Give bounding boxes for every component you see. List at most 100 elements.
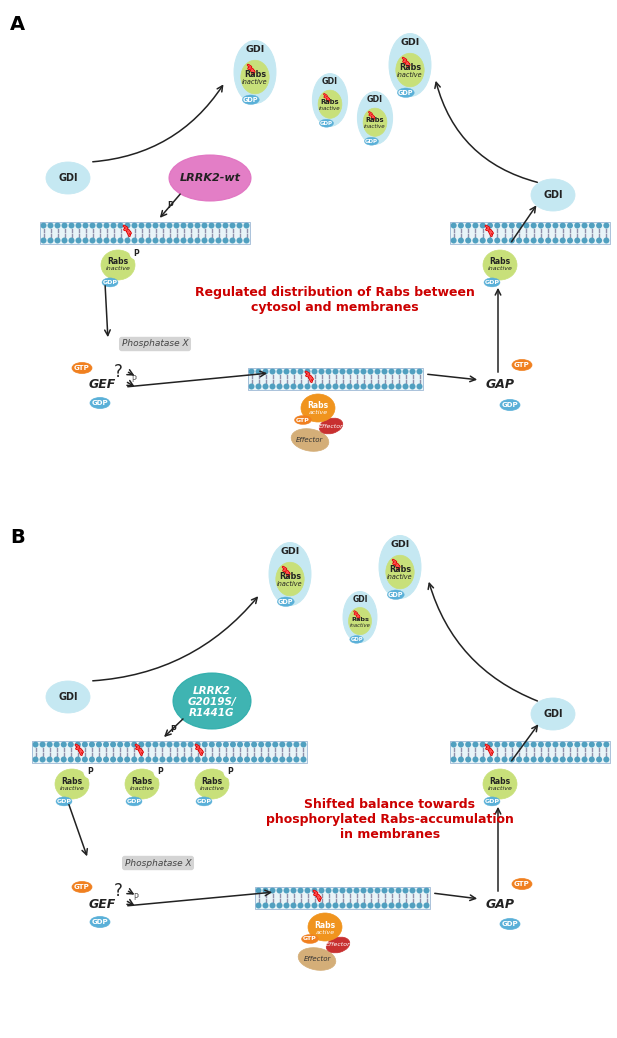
Text: inactive: inactive bbox=[364, 125, 386, 129]
Circle shape bbox=[276, 368, 283, 375]
Circle shape bbox=[473, 741, 478, 747]
Circle shape bbox=[516, 238, 522, 244]
Circle shape bbox=[509, 222, 515, 228]
Text: G2019S/: G2019S/ bbox=[188, 696, 236, 707]
Ellipse shape bbox=[312, 74, 347, 127]
Circle shape bbox=[560, 238, 566, 244]
Circle shape bbox=[589, 222, 595, 228]
Circle shape bbox=[159, 757, 165, 763]
Circle shape bbox=[552, 757, 558, 763]
Circle shape bbox=[202, 222, 207, 228]
Circle shape bbox=[75, 757, 81, 763]
Circle shape bbox=[255, 383, 262, 389]
Circle shape bbox=[318, 902, 325, 908]
Circle shape bbox=[146, 238, 152, 244]
Circle shape bbox=[262, 368, 268, 375]
Ellipse shape bbox=[269, 543, 311, 605]
Ellipse shape bbox=[379, 536, 421, 599]
Circle shape bbox=[312, 887, 318, 894]
Ellipse shape bbox=[173, 673, 251, 729]
Circle shape bbox=[270, 383, 276, 389]
Text: Effector: Effector bbox=[304, 956, 331, 962]
Text: GDP: GDP bbox=[320, 120, 333, 126]
Circle shape bbox=[552, 741, 558, 747]
Text: GDI: GDI bbox=[543, 709, 563, 719]
Text: Rabs: Rabs bbox=[389, 566, 411, 574]
Circle shape bbox=[596, 741, 602, 747]
Circle shape bbox=[603, 238, 610, 244]
Text: GEF: GEF bbox=[88, 379, 115, 391]
Circle shape bbox=[347, 887, 352, 894]
Circle shape bbox=[110, 741, 116, 747]
Ellipse shape bbox=[512, 359, 532, 371]
Text: GDP: GDP bbox=[126, 799, 141, 803]
Circle shape bbox=[603, 741, 610, 747]
Bar bbox=[450, 741, 610, 763]
Circle shape bbox=[410, 887, 415, 894]
Text: inactive: inactive bbox=[397, 73, 423, 78]
Circle shape bbox=[39, 741, 46, 747]
Circle shape bbox=[280, 757, 285, 763]
Circle shape bbox=[188, 238, 194, 244]
Ellipse shape bbox=[387, 590, 404, 600]
Circle shape bbox=[494, 741, 500, 747]
Text: Rabs: Rabs bbox=[307, 402, 329, 410]
Circle shape bbox=[89, 238, 96, 244]
Circle shape bbox=[41, 238, 46, 244]
Text: Shifted balance towards
phosphorylated Rabs-accumulation
in membranes: Shifted balance towards phosphorylated R… bbox=[266, 797, 514, 841]
Circle shape bbox=[138, 757, 144, 763]
Ellipse shape bbox=[357, 91, 392, 144]
Circle shape bbox=[574, 238, 580, 244]
Circle shape bbox=[216, 741, 222, 747]
Circle shape bbox=[54, 741, 60, 747]
Circle shape bbox=[531, 757, 537, 763]
Circle shape bbox=[96, 741, 102, 747]
Circle shape bbox=[375, 383, 381, 389]
Circle shape bbox=[516, 757, 522, 763]
Circle shape bbox=[416, 887, 423, 894]
Text: ?: ? bbox=[114, 363, 122, 381]
Text: Phosphatase X: Phosphatase X bbox=[125, 858, 191, 868]
Circle shape bbox=[339, 368, 346, 375]
Text: inactive: inactive bbox=[350, 623, 370, 628]
Ellipse shape bbox=[241, 60, 269, 93]
Circle shape bbox=[294, 741, 299, 747]
Circle shape bbox=[47, 757, 52, 763]
Circle shape bbox=[294, 757, 299, 763]
Circle shape bbox=[146, 741, 151, 747]
Circle shape bbox=[326, 383, 331, 389]
Circle shape bbox=[188, 741, 194, 747]
Circle shape bbox=[465, 238, 471, 244]
Ellipse shape bbox=[308, 913, 342, 941]
Text: Pᴵ: Pᴵ bbox=[133, 894, 139, 902]
Circle shape bbox=[589, 741, 595, 747]
Ellipse shape bbox=[101, 250, 135, 280]
Circle shape bbox=[173, 222, 180, 228]
Circle shape bbox=[262, 383, 268, 389]
Circle shape bbox=[237, 757, 243, 763]
Circle shape bbox=[272, 757, 278, 763]
Circle shape bbox=[164, 200, 176, 212]
Circle shape bbox=[395, 902, 402, 908]
Circle shape bbox=[265, 741, 271, 747]
Circle shape bbox=[96, 238, 102, 244]
Circle shape bbox=[465, 741, 471, 747]
Text: GDI: GDI bbox=[391, 541, 410, 549]
Circle shape bbox=[291, 902, 297, 908]
Circle shape bbox=[270, 368, 276, 375]
Circle shape bbox=[450, 222, 457, 228]
Circle shape bbox=[167, 238, 173, 244]
Circle shape bbox=[333, 887, 339, 894]
Circle shape bbox=[523, 222, 529, 228]
Ellipse shape bbox=[500, 919, 520, 929]
Circle shape bbox=[333, 383, 339, 389]
Circle shape bbox=[596, 757, 602, 763]
Text: active: active bbox=[315, 929, 334, 934]
Ellipse shape bbox=[500, 400, 520, 410]
Text: inactive: inactive bbox=[130, 786, 154, 791]
Circle shape bbox=[103, 741, 109, 747]
Text: Rabs: Rabs bbox=[279, 572, 301, 581]
Circle shape bbox=[130, 247, 142, 260]
Ellipse shape bbox=[484, 278, 500, 286]
Circle shape bbox=[60, 741, 67, 747]
